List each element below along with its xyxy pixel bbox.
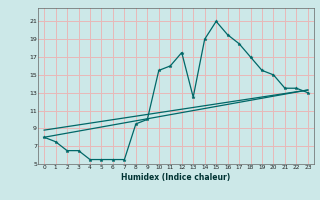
X-axis label: Humidex (Indice chaleur): Humidex (Indice chaleur) <box>121 173 231 182</box>
